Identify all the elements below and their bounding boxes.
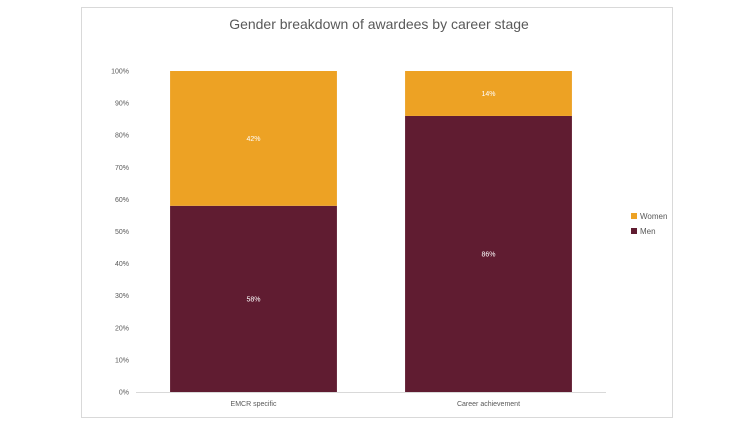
bar-segment-women [170,71,337,206]
legend-label-women: Women [640,212,667,221]
legend: Women Men [631,212,667,236]
chart-area: Gender breakdown of awardees by career s… [81,7,673,418]
chart-title: Gender breakdown of awardees by career s… [229,16,529,32]
x-tick-label: Career achievement [457,401,520,408]
legend-label-men: Men [640,227,656,236]
data-label: 86% [481,251,495,258]
y-axis: 0% 10% 20% 30% 40% 50% 60% 70% 80% 90% 100% [111,69,129,397]
bar-segment-men [405,115,572,392]
bar-segment-men [170,205,337,392]
y-tick-label: 100% [111,69,129,76]
y-tick-label: 10% [115,357,129,364]
y-tick-label: 20% [115,325,129,332]
y-tick-label: 50% [115,229,129,236]
y-tick-label: 80% [115,133,129,140]
y-tick-label: 40% [115,261,129,268]
data-label: 42% [246,136,260,143]
y-tick-label: 0% [119,390,129,397]
legend-swatch-women [631,213,637,219]
y-tick-label: 30% [115,293,129,300]
y-tick-label: 70% [115,165,129,172]
legend-swatch-men [631,228,637,234]
y-tick-label: 60% [115,197,129,204]
data-label: 14% [481,91,495,98]
data-label: 58% [246,296,260,303]
x-tick-label: EMCR specific [231,401,277,408]
bar-segment-women [405,71,572,116]
x-axis: EMCR specific Career achievement [231,401,521,408]
bars: 58% 42% 86% 14% [170,71,572,392]
y-tick-label: 90% [115,101,129,108]
